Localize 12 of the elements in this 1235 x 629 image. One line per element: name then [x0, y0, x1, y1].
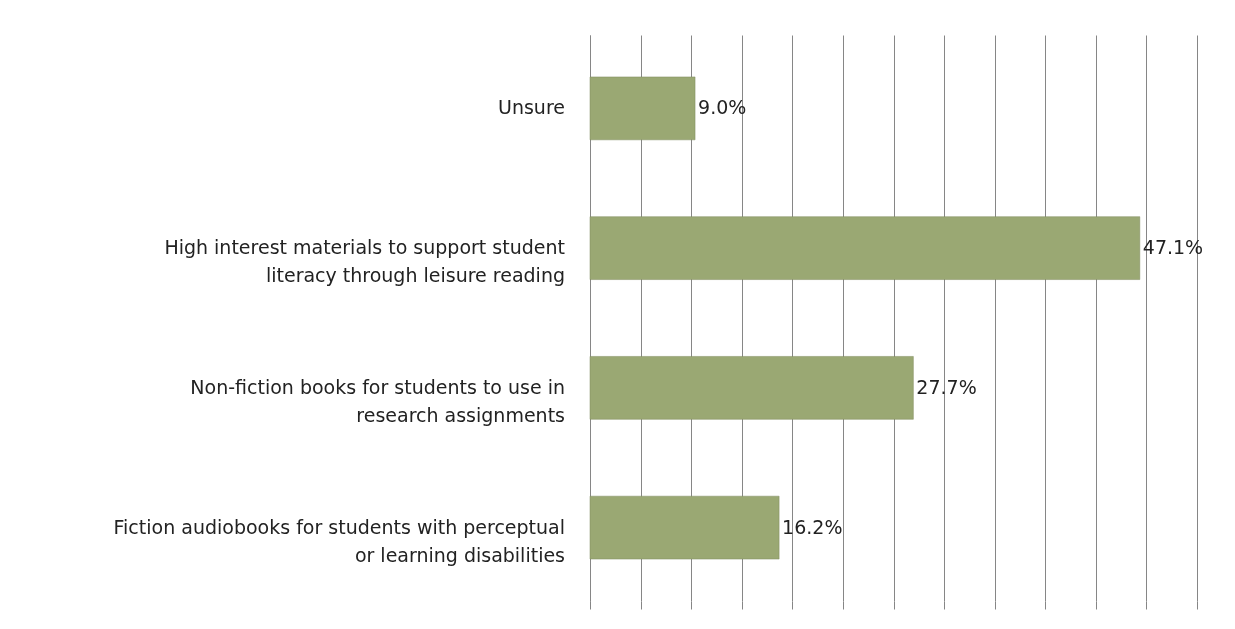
- data-label: 9.0%: [698, 96, 747, 119]
- y-tick-label: Fiction audiobooks for students with perceptual or learning disabilities: [113, 515, 565, 566]
- y-tick-label: Non-fiction books for students to use in research assignments: [190, 375, 565, 426]
- bar: [589, 495, 780, 560]
- data-label: 27.7%: [916, 375, 977, 398]
- bar: [589, 356, 914, 420]
- bar: [589, 76, 696, 141]
- y-tick-label: Unsure: [498, 96, 565, 119]
- bar: [589, 216, 1141, 280]
- data-label: 47.1%: [1142, 236, 1204, 259]
- y-tick-label: High interest materials to support student literacy through leisure reading: [164, 236, 565, 287]
- data-label: 16.2%: [782, 515, 843, 538]
